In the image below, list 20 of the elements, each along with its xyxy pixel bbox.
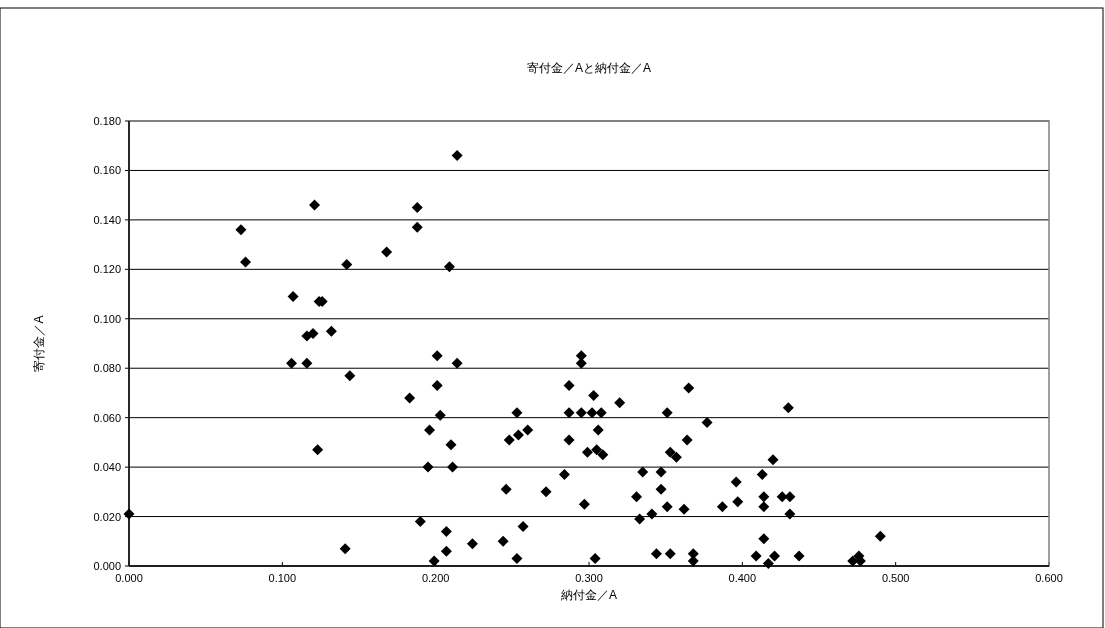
y-axis-title: 寄付金／A [32, 315, 46, 372]
y-tick-label: 0.020 [93, 510, 121, 523]
y-tick-label: 0.100 [93, 312, 121, 325]
x-tick-label: 0.500 [881, 572, 910, 584]
y-tick-label: 0.040 [93, 461, 121, 474]
y-tick-label: 0.180 [93, 115, 121, 127]
x-tick-label: 0.600 [1035, 572, 1063, 584]
y-tick-label: 0.060 [93, 411, 121, 424]
x-axis-title: 納付金／A [560, 588, 618, 602]
y-tick-label: 0.000 [93, 560, 121, 572]
y-tick-label: 0.120 [93, 263, 121, 276]
chart-title: 寄付金／Aと納付金／A [526, 61, 652, 75]
y-tick-label: 0.160 [93, 164, 121, 177]
y-tick-label: 0.080 [93, 362, 121, 375]
x-tick-label: 0.100 [268, 572, 297, 584]
x-tick-label: 0.200 [421, 572, 450, 584]
x-tick-label: 0.000 [115, 572, 143, 584]
x-tick-label: 0.300 [575, 572, 603, 584]
y-tick-label: 0.140 [93, 213, 121, 226]
x-tick-label: 0.400 [728, 572, 757, 584]
